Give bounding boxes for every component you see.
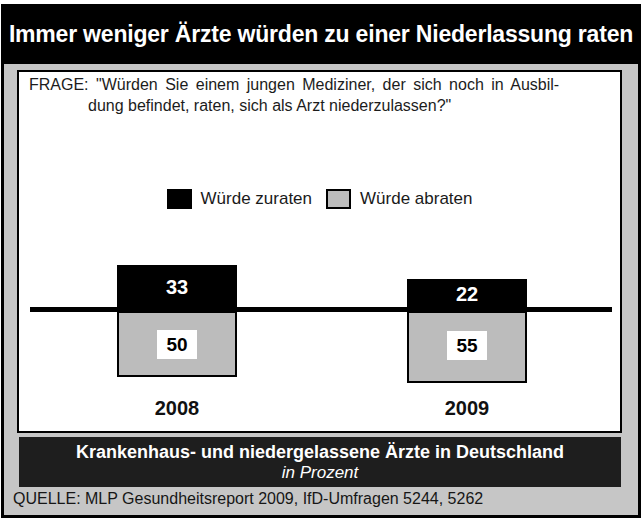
value-label-abraten-2008: 50 (157, 330, 197, 359)
chart-title: Immer weniger Ärzte würden zu einer Nied… (9, 21, 633, 48)
survey-question-line1: FRAGE: "Würden Sie einem jungen Medizine… (29, 76, 559, 93)
chart-panel (17, 70, 622, 433)
legend-label-abraten: Würde abraten (360, 189, 472, 209)
value-label-zuraten-2008: 33 (166, 276, 188, 299)
footer-population: Krankenhaus- und niedergelassene Ärzte i… (76, 441, 564, 463)
value-label-abraten-2009: 55 (447, 331, 487, 360)
legend-swatch-zuraten (167, 189, 192, 209)
zero-baseline (30, 307, 612, 312)
footer-bar: Krankenhaus- und niedergelassene Ärzte i… (19, 437, 621, 487)
bar-zuraten-2009: 22 (407, 279, 527, 309)
legend-item-zuraten: Würde zuraten (167, 189, 313, 209)
category-label-2009: 2009 (407, 397, 527, 420)
value-label-zuraten-2009: 22 (456, 283, 478, 306)
legend: Würde zuraten Würde abraten (17, 186, 622, 212)
survey-question-line2: dung befindet, raten, sich als Arzt nied… (88, 97, 451, 114)
footer-unit-note: in Prozent (282, 463, 359, 483)
source-line: QUELLE: MLP Gesundheitsreport 2009, IfD-… (13, 490, 483, 508)
legend-item-abraten: Würde abraten (326, 189, 472, 209)
title-bar: Immer weniger Ärzte würden zu einer Nied… (4, 4, 638, 64)
infographic: Immer weniger Ärzte würden zu einer Nied… (0, 0, 642, 523)
survey-question: FRAGE: "Würden Sie einem jungen Medizine… (29, 74, 614, 116)
legend-swatch-abraten (326, 189, 351, 209)
legend-label-zuraten: Würde zuraten (201, 189, 313, 209)
category-label-2008: 2008 (117, 397, 237, 420)
bar-zuraten-2008: 33 (117, 265, 237, 309)
